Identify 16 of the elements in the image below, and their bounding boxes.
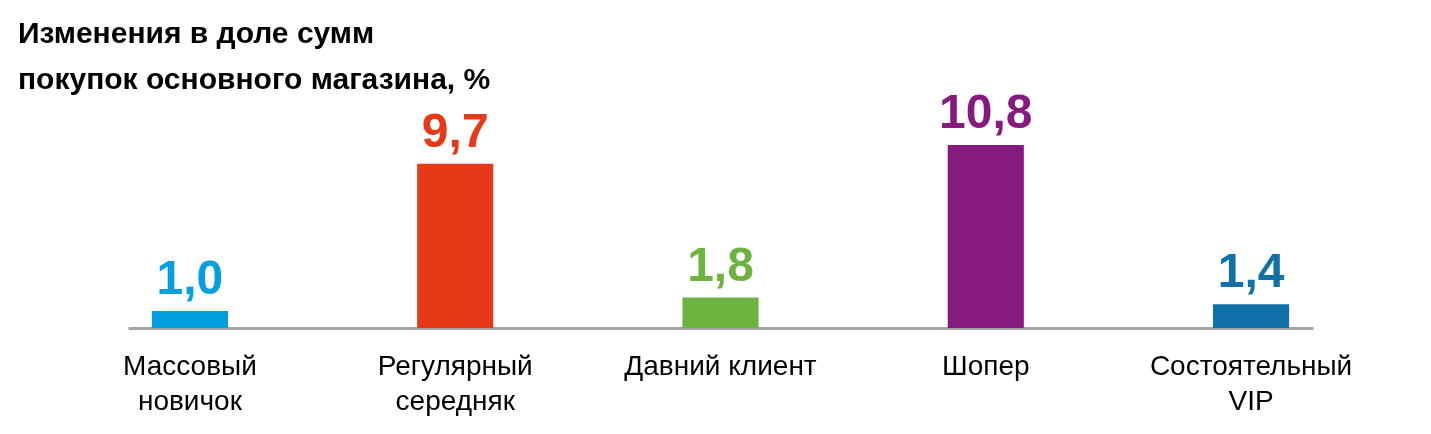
bar bbox=[682, 297, 759, 328]
chart-title: Изменения в доле сумм покупок основного магазина, % bbox=[18, 16, 491, 95]
bar bbox=[947, 145, 1024, 328]
bar bbox=[417, 163, 494, 328]
x-tick-label: Состоятельный VIP bbox=[1149, 349, 1353, 416]
bar bbox=[1212, 304, 1290, 328]
data-label: 1,0 bbox=[156, 251, 224, 305]
data-label: 9,7 bbox=[421, 103, 489, 157]
x-tick-label: Регулярный середняк bbox=[377, 349, 533, 416]
data-label: 1,4 bbox=[1217, 244, 1285, 298]
bar bbox=[151, 311, 229, 328]
data-label: 10,8 bbox=[939, 85, 1033, 138]
x-tick-label: Шопер bbox=[942, 349, 1030, 381]
x-tick-label: Массовый новичок bbox=[123, 349, 257, 416]
x-tick-label: Давний клиент bbox=[624, 349, 817, 381]
data-label: 1,8 bbox=[687, 237, 754, 291]
